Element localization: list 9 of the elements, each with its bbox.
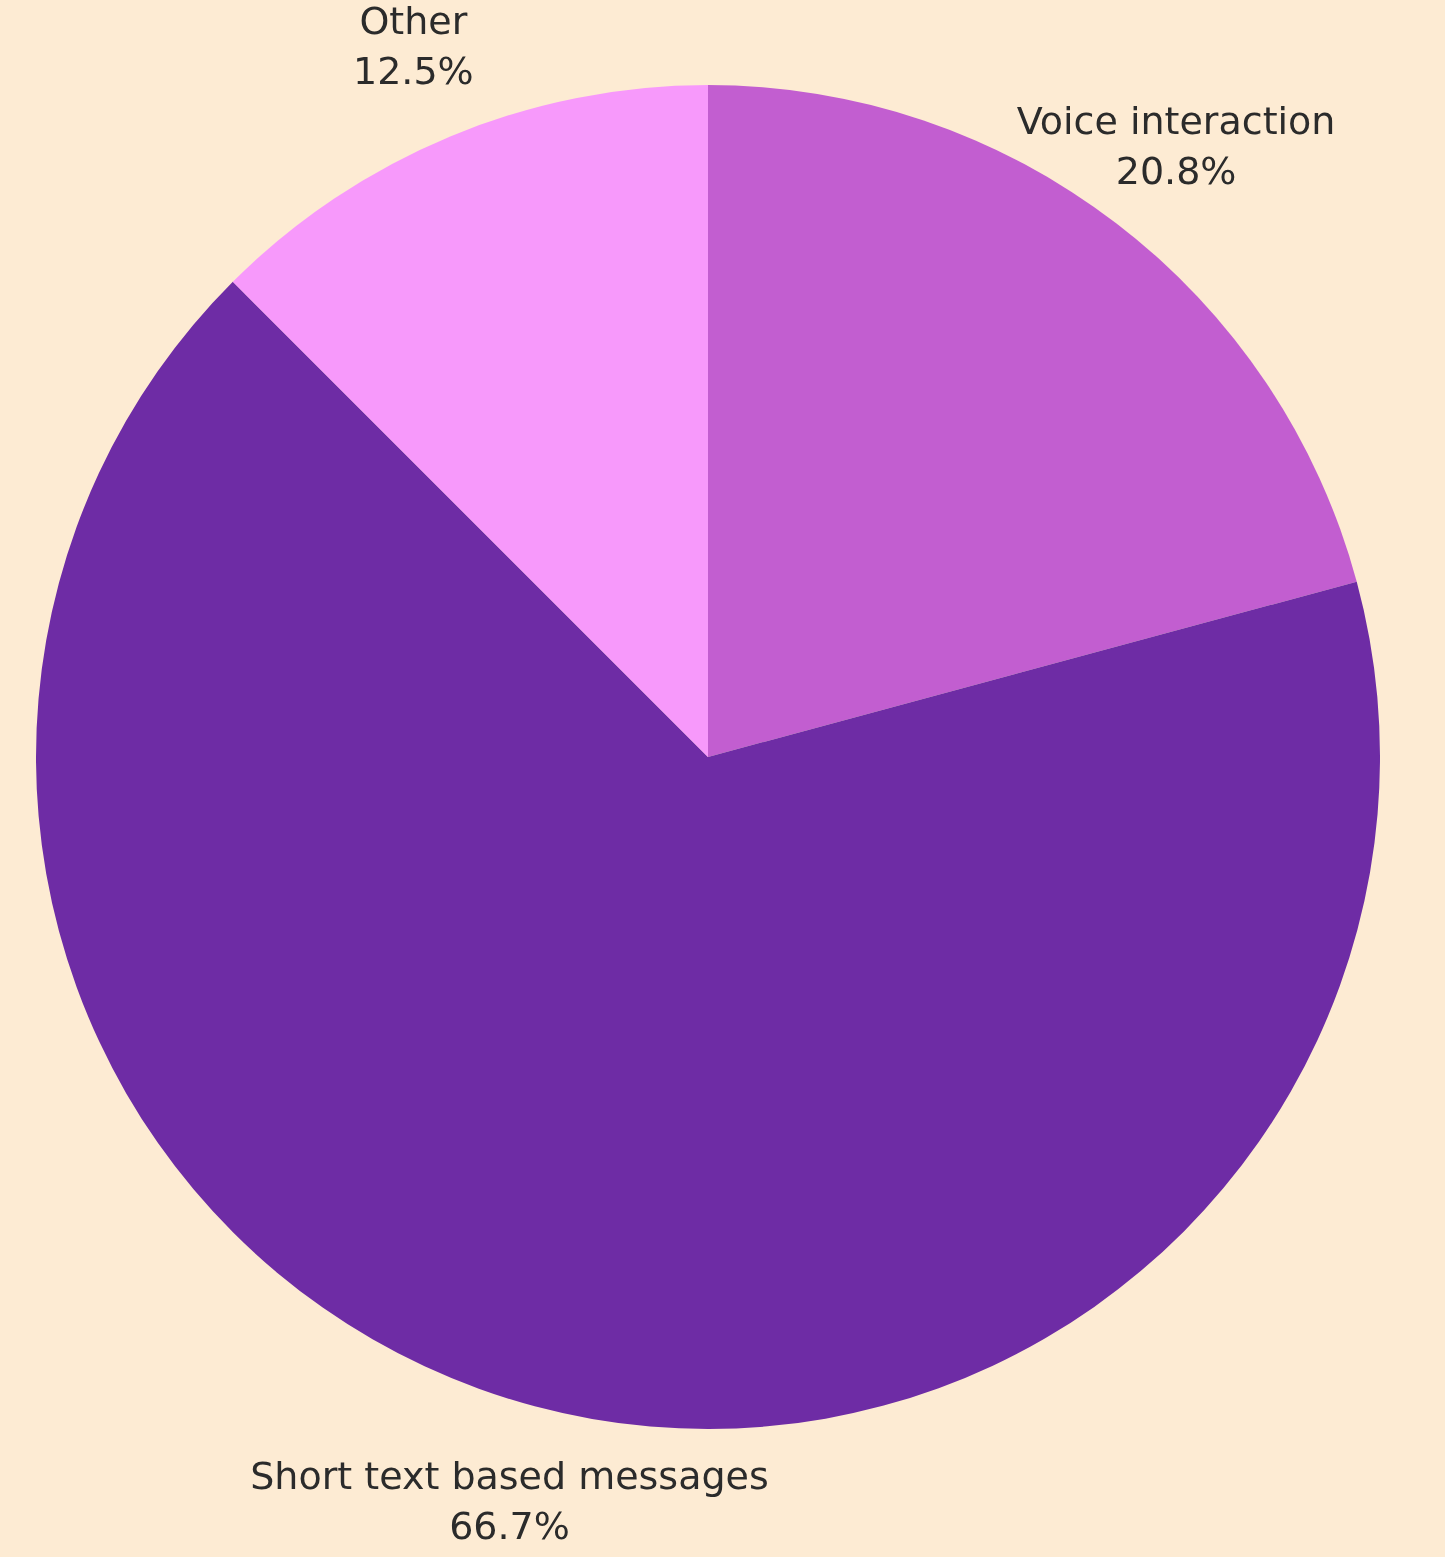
slice-label: Short text based messages: [250, 1453, 769, 1498]
slice-label: Voice interaction: [1016, 98, 1336, 143]
data-label: 12.5%: [352, 48, 474, 93]
slice-label: Other: [359, 0, 468, 43]
data-label: 20.8%: [1115, 148, 1237, 193]
pie-slice: [232, 85, 708, 757]
data-label: 66.7%: [449, 1503, 570, 1548]
pie-slice: [708, 85, 1357, 757]
pie-slice: [36, 281, 1380, 1428]
